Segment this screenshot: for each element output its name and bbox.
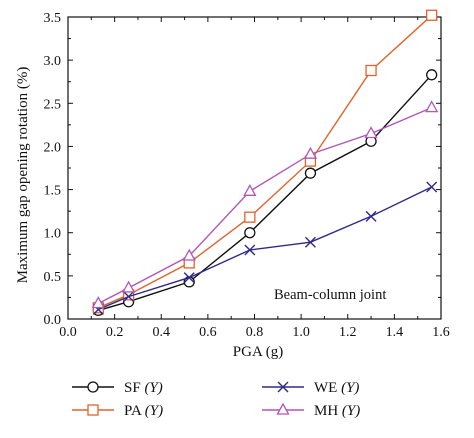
y-tick-label: 2.5 [44,97,62,112]
annotation-label: Beam-column joint [274,287,386,303]
x-tick-label: 1.2 [339,325,357,340]
legend-label-we: WE (Y) [314,380,359,396]
data-point-we [244,244,256,256]
legend-series-suffix: (Y) [341,380,359,396]
legend-item-pa: PA (Y) [72,403,163,419]
legend-marker-sf [87,381,99,393]
legend-series-name: PA [124,403,145,419]
legend-series-suffix: (Y) [145,403,163,419]
data-point-we [183,272,195,284]
y-tick-label: 2.0 [44,140,62,155]
data-point-sf [244,227,256,239]
data-point-mh [243,183,257,196]
data-point-mh [91,296,105,309]
y-tick-label: 3.5 [44,11,62,26]
series-mh [91,100,439,309]
x-tick-label: 0.4 [153,325,171,340]
legend-label-sf: SF (Y) [124,380,163,396]
legend-series-name: MH [314,403,342,419]
data-point-mh [303,146,318,159]
y-tick-label: 1.5 [44,184,62,199]
x-tick-label: 1.6 [432,325,450,340]
data-point-pa [365,64,377,77]
x-tick-label: 1.0 [292,325,310,340]
legend-item-mh: MH (Y) [262,402,360,419]
data-point-we [365,210,377,222]
legend-series-name: SF [124,380,144,396]
data-point-mh [182,248,196,261]
x-tick-label: 0.8 [246,325,264,340]
y-tick-label: 1.0 [44,227,62,242]
axes: 0.0 0.2 0.4 0.6 0.8 1.0 1.2 1.4 1.6 0.0 0.5 1.0 1.5 2… [44,11,450,340]
data-point-we [304,236,316,248]
legend-series-suffix: (Y) [342,403,360,419]
y-tick-label: 3.0 [44,54,62,69]
legend-item-we: WE (Y) [262,380,359,396]
series-we [92,181,438,316]
legend-marker-we [277,381,289,393]
data-point-mh [364,126,378,139]
data-point-pa [244,211,256,223]
legend-item-sf: SF (Y) [72,380,163,396]
legend-marker-mh [276,402,290,415]
legend-label-pa: PA (Y) [124,403,163,419]
x-axis-title: PGA (g) [233,344,283,360]
x-tick-label: 0.0 [59,325,77,340]
series-layer [91,9,439,317]
x-tick-label: 0.2 [106,325,124,340]
y-tick-label: 0.0 [44,313,62,328]
data-point-pa [426,9,438,21]
x-tick-label: 0.6 [199,325,217,340]
legend-series-name: WE [314,380,341,396]
data-point-we [123,291,135,303]
x-tick-label: 1.4 [386,325,404,340]
legend-series-suffix: (Y) [144,380,162,396]
data-point-mh [122,280,136,293]
y-tick-label: 0.5 [44,270,62,285]
data-point-we [426,181,438,193]
legend-marker-pa [87,404,99,416]
legend-label-mh: MH (Y) [314,403,360,419]
data-point-mh [425,100,439,113]
data-point-sf [426,69,438,81]
data-point-sf [304,167,317,179]
y-axis-title: Maximum gap opening rotation (%) [15,67,31,284]
legend: SF (Y) WE (Y)PA (Y) MH (Y) [72,380,360,419]
